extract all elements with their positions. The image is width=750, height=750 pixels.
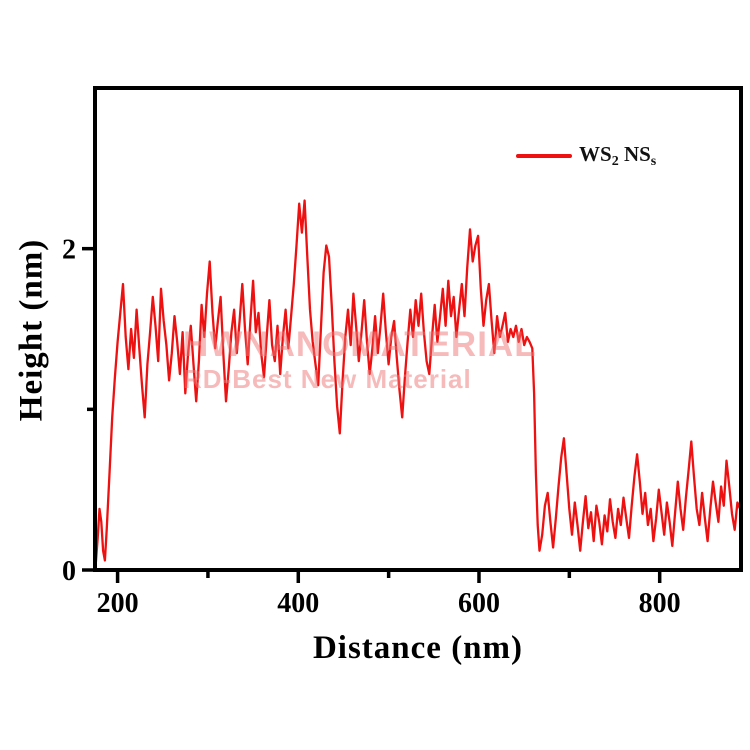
legend-line-swatch (516, 154, 572, 158)
x-tick-label: 800 (639, 588, 681, 619)
plot-frame (93, 86, 743, 572)
legend-label: WS2 NSs (579, 142, 656, 170)
legend-label-ws: WS (579, 142, 612, 166)
x-axis-title: Distance (nm) (312, 630, 524, 666)
x-tick-label: 200 (97, 588, 139, 619)
x-tick-label: 400 (277, 588, 319, 619)
legend-label-sub2: 2 (611, 154, 619, 169)
legend-label-subs: s (650, 154, 657, 169)
trace-ws2-nss (94, 199, 742, 564)
legend-label-ns: NS (618, 142, 651, 166)
y-axis-title: Height (nm) (13, 238, 50, 422)
legend: WS2 NSs (516, 142, 656, 170)
x-tick-label: 600 (458, 588, 500, 619)
y-tick-label: 2 (62, 235, 76, 266)
y-tick-label: 0 (62, 556, 76, 587)
